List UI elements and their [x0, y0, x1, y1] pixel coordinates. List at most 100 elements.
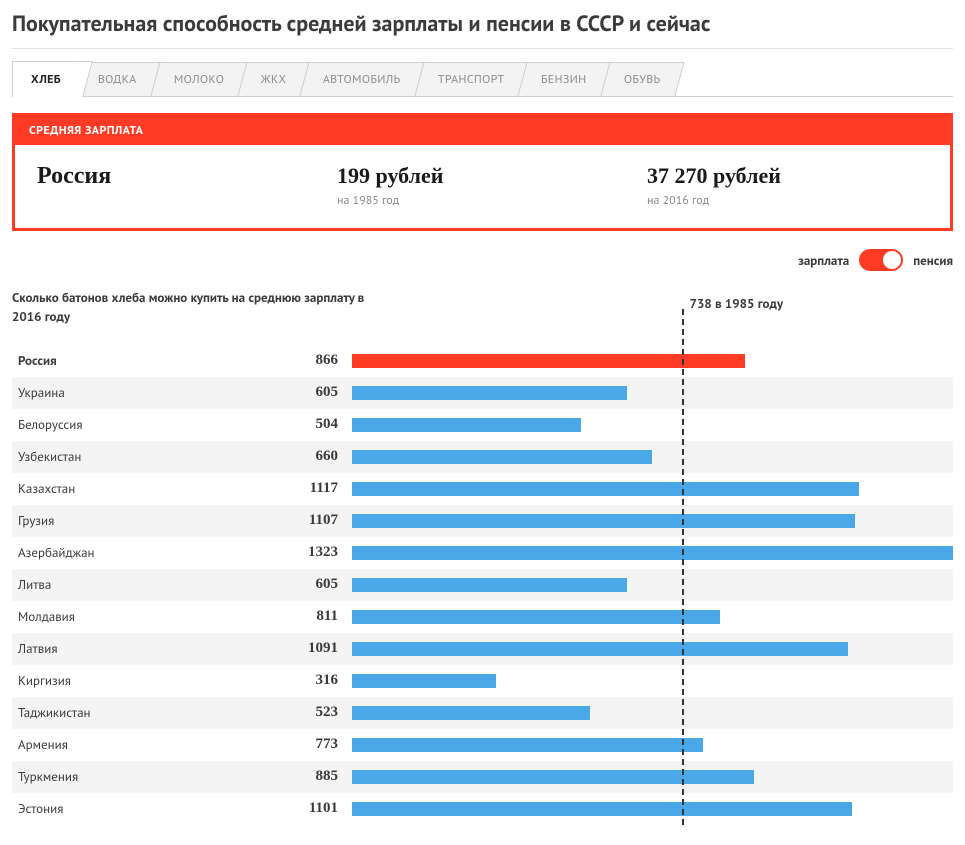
- toggle-row: зарплата пенсия: [12, 249, 953, 271]
- bar-label: Россия: [12, 352, 162, 369]
- bar-fill: [352, 418, 581, 432]
- tab-7[interactable]: ОБУВЬ: [600, 62, 684, 96]
- bar-fill: [352, 450, 652, 464]
- tab-label: ХЛЕБ: [31, 72, 61, 87]
- reference-label: 738 в 1985 году: [690, 295, 783, 312]
- bar-label: Таджикистан: [12, 704, 162, 721]
- bar-track: [352, 354, 953, 368]
- bar-value: 885: [162, 768, 352, 785]
- toggle-knob: [883, 251, 901, 269]
- bar-row: Туркмения885: [12, 761, 953, 793]
- bar-label: Латвия: [12, 640, 162, 657]
- summary-value-2016: 37 270 рублей: [647, 163, 928, 189]
- bar-label: Украина: [12, 384, 162, 401]
- tab-label: ОБУВЬ: [624, 72, 661, 87]
- bar-label: Молдавия: [12, 608, 162, 625]
- bar-track: [352, 578, 953, 592]
- tab-label: БЕНЗИН: [541, 72, 587, 87]
- tab-label: АВТОМОБИЛЬ: [323, 72, 401, 87]
- bar-fill: [352, 642, 848, 656]
- bar-label: Армения: [12, 736, 162, 753]
- bar-fill: [352, 386, 627, 400]
- bar-track: [352, 802, 953, 816]
- bar-label: Туркмения: [12, 768, 162, 785]
- bar-fill: [352, 482, 859, 496]
- bar-fill: [352, 738, 703, 752]
- bar-value: 1117: [162, 480, 352, 497]
- summary-box: СРЕДНЯЯ ЗАРПЛАТА Россия 199 рублей на 19…: [12, 113, 953, 231]
- bar-label: Киргизия: [12, 672, 162, 689]
- bar-track: [352, 642, 953, 656]
- bars-area: Россия866Украина605Белоруссия504Узбекист…: [12, 345, 953, 825]
- bar-row: Россия866: [12, 345, 953, 377]
- chart: Сколько батонов хлеба можно купить на ср…: [12, 289, 953, 825]
- tab-2[interactable]: МОЛОКО: [150, 62, 248, 96]
- bar-fill: [352, 674, 496, 688]
- bar-fill: [352, 546, 953, 560]
- bar-row: Грузия1107: [12, 505, 953, 537]
- bar-value: 811: [162, 608, 352, 625]
- bar-row: Азербайджан1323: [12, 537, 953, 569]
- toggle-right-label: пенсия: [913, 252, 953, 269]
- bar-fill: [352, 706, 590, 720]
- bar-label: Казахстан: [12, 480, 162, 497]
- bar-track: [352, 610, 953, 624]
- bar-value: 605: [162, 384, 352, 401]
- tabs-row: ХЛЕБВОДКАМОЛОКОЖКХАВТОМОБИЛЬТРАНСПОРТБЕН…: [12, 61, 953, 97]
- bar-track: [352, 546, 953, 560]
- bar-value: 316: [162, 672, 352, 689]
- tab-4[interactable]: АВТОМОБИЛЬ: [300, 62, 425, 96]
- bar-track: [352, 418, 953, 432]
- chart-title: Сколько батонов хлеба можно купить на ср…: [12, 289, 382, 327]
- tab-5[interactable]: ТРАНСПОРТ: [414, 62, 528, 96]
- bar-row: Узбекистан660: [12, 441, 953, 473]
- summary-value-1985: 199 рублей: [337, 163, 647, 189]
- bar-row: Литва605: [12, 569, 953, 601]
- bar-row: Киргизия316: [12, 665, 953, 697]
- bar-row: Белоруссия504: [12, 409, 953, 441]
- bar-track: [352, 738, 953, 752]
- bar-value: 660: [162, 448, 352, 465]
- tab-6[interactable]: БЕНЗИН: [518, 62, 611, 96]
- summary-body: Россия 199 рублей на 1985 год 37 270 руб…: [15, 145, 950, 228]
- bar-value: 504: [162, 416, 352, 433]
- bar-row: Украина605: [12, 377, 953, 409]
- bar-label: Грузия: [12, 512, 162, 529]
- summary-sub-1985: на 1985 год: [337, 193, 647, 208]
- bar-value: 1107: [162, 512, 352, 529]
- bar-row: Армения773: [12, 729, 953, 761]
- tab-label: ТРАНСПОРТ: [438, 72, 505, 87]
- bar-fill: [352, 354, 745, 368]
- reference-line: [682, 309, 684, 825]
- bar-value: 773: [162, 736, 352, 753]
- bar-value: 1323: [162, 544, 352, 561]
- salary-pension-toggle[interactable]: [859, 249, 903, 271]
- bar-row: Молдавия811: [12, 601, 953, 633]
- bar-value: 523: [162, 704, 352, 721]
- bar-row: Эстония1101: [12, 793, 953, 825]
- toggle-left-label: зарплата: [798, 252, 849, 269]
- bar-label: Литва: [12, 576, 162, 593]
- tab-label: МОЛОКО: [173, 72, 223, 87]
- tab-3[interactable]: ЖКХ: [237, 62, 309, 96]
- bar-fill: [352, 802, 852, 816]
- summary-header: СРЕДНЯЯ ЗАРПЛАТА: [15, 116, 950, 145]
- bar-fill: [352, 578, 627, 592]
- bar-value: 1091: [162, 640, 352, 657]
- bar-track: [352, 674, 953, 688]
- bar-label: Азербайджан: [12, 544, 162, 561]
- summary-country: Россия: [37, 163, 337, 190]
- page-title: Покупательная способность средней зарпла…: [12, 10, 953, 49]
- bar-label: Узбекистан: [12, 448, 162, 465]
- bar-track: [352, 450, 953, 464]
- bar-value: 866: [162, 352, 352, 369]
- bar-row: Казахстан1117: [12, 473, 953, 505]
- bar-row: Латвия1091: [12, 633, 953, 665]
- bar-row: Таджикистан523: [12, 697, 953, 729]
- tab-0[interactable]: ХЛЕБ: [12, 61, 80, 97]
- summary-sub-2016: на 2016 год: [647, 193, 928, 208]
- bar-value: 1101: [162, 800, 352, 817]
- bar-fill: [352, 610, 720, 624]
- bar-label: Белоруссия: [12, 416, 162, 433]
- bar-track: [352, 386, 953, 400]
